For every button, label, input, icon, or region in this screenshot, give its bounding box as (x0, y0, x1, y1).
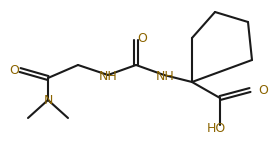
Text: N: N (43, 93, 53, 107)
Text: NH: NH (156, 71, 174, 83)
Text: HO: HO (206, 121, 226, 135)
Text: O: O (9, 64, 19, 76)
Text: O: O (137, 31, 147, 45)
Text: NH: NH (99, 71, 117, 83)
Text: O: O (258, 83, 268, 97)
